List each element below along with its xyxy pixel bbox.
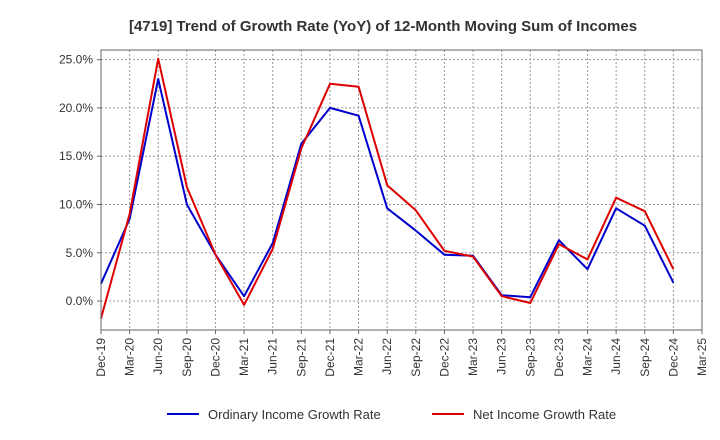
x-tick-label: Jun-23 xyxy=(495,338,509,375)
x-tick-label: Jun-20 xyxy=(151,338,165,375)
x-tick-label: Dec-24 xyxy=(666,338,680,377)
x-tick-label: Sep-23 xyxy=(523,338,537,377)
x-tick-label: Dec-23 xyxy=(552,338,566,377)
y-tick-label: 25.0% xyxy=(59,53,93,67)
x-tick-label: Mar-20 xyxy=(123,338,137,376)
grid xyxy=(101,50,702,330)
x-tick-label: Jun-24 xyxy=(609,338,623,375)
x-tick-label: Dec-20 xyxy=(208,338,222,377)
x-tick-label: Dec-19 xyxy=(94,338,108,377)
x-tick-label: Sep-24 xyxy=(638,338,652,377)
x-tick-label: Mar-21 xyxy=(237,338,251,376)
x-tick-label: Jun-22 xyxy=(380,338,394,375)
y-tick-label: 0.0% xyxy=(66,294,94,308)
x-axis: Dec-19 Mar-20 Jun-20 Sep-20 Dec-20 Mar-21 Jun-… xyxy=(94,330,709,377)
x-tick-label: Mar-25 xyxy=(695,338,709,376)
y-tick-label: 15.0% xyxy=(59,149,93,163)
x-tick-label: Dec-22 xyxy=(437,338,451,377)
y-tick-label: 20.0% xyxy=(59,101,93,115)
x-tick-label: Sep-22 xyxy=(409,338,423,377)
legend-label: Ordinary Income Growth Rate xyxy=(208,407,381,422)
y-axis: 25.0% 20.0% 15.0% 10.0% 5.0% 0.0% xyxy=(59,53,101,308)
y-tick-label: 10.0% xyxy=(59,197,93,211)
series-line-2 xyxy=(100,57,675,319)
x-tick-label: Dec-21 xyxy=(323,338,337,377)
series-layer xyxy=(100,57,675,319)
y-tick-label: 5.0% xyxy=(66,246,94,260)
series-line-1 xyxy=(100,78,675,299)
x-tick-label: Sep-21 xyxy=(294,338,308,377)
legend-label: Net Income Growth Rate xyxy=(473,407,616,422)
legend: Ordinary Income Growth Rate Net Income Gr… xyxy=(167,407,616,422)
plot-frame xyxy=(100,49,703,331)
x-tick-label: Mar-22 xyxy=(352,338,366,376)
x-tick-label: Sep-20 xyxy=(180,338,194,377)
chart-title: [4719] Trend of Growth Rate (YoY) of 12-… xyxy=(129,18,637,35)
x-tick-label: Mar-23 xyxy=(466,338,480,376)
x-tick-label: Jun-21 xyxy=(266,338,280,375)
x-tick-label: Mar-24 xyxy=(581,338,595,376)
